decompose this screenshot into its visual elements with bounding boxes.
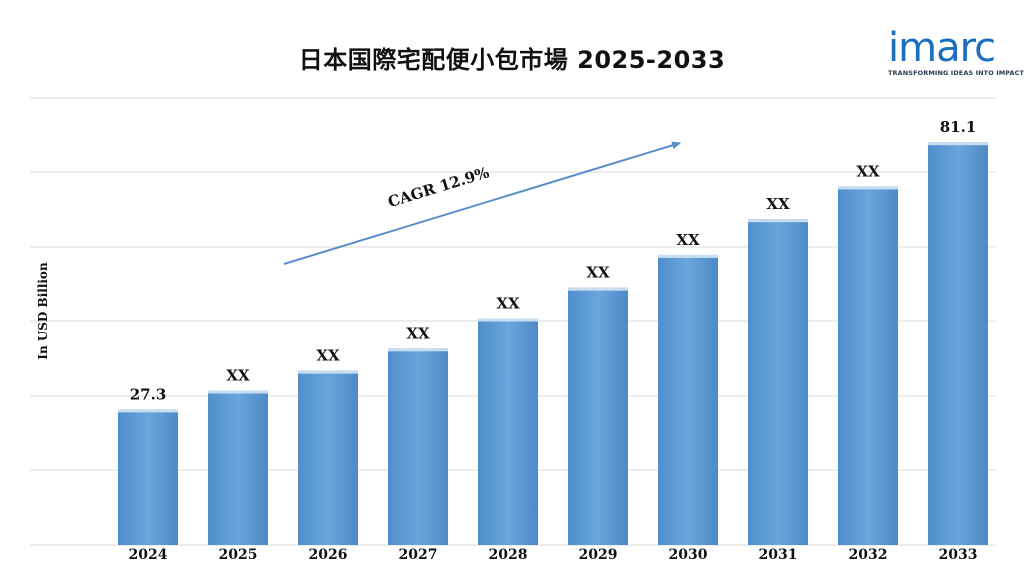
data-label-2025: XX bbox=[226, 367, 250, 385]
data-label-2030: XX bbox=[676, 231, 700, 249]
logo-tagline: TRANSFORMING IDEAS INTO IMPACT bbox=[888, 69, 1024, 77]
bar-body bbox=[658, 254, 718, 546]
y-axis-label: In USD Billion bbox=[36, 262, 50, 360]
data-label-2024: 27.3 bbox=[130, 385, 167, 403]
bar-body bbox=[478, 318, 538, 545]
bar-top-highlight bbox=[118, 409, 178, 413]
bar-body bbox=[208, 390, 268, 545]
bar-top-highlight bbox=[928, 142, 988, 146]
bar-body bbox=[928, 142, 988, 545]
bar-2030 bbox=[658, 254, 718, 546]
x-tick-2031: 2031 bbox=[759, 547, 798, 563]
data-label-2026: XX bbox=[316, 347, 340, 365]
x-tick-2026: 2026 bbox=[309, 547, 348, 563]
bar-body bbox=[568, 287, 628, 545]
data-label-2031: XX bbox=[766, 195, 790, 213]
bar-2031 bbox=[748, 219, 808, 546]
bar-body bbox=[748, 219, 808, 546]
data-label-2027: XX bbox=[406, 324, 430, 342]
bar-top-highlight bbox=[568, 287, 628, 291]
bar-2032 bbox=[838, 186, 898, 545]
data-label-2032: XX bbox=[856, 162, 880, 180]
bar-2028 bbox=[478, 318, 538, 545]
bar-top-highlight bbox=[298, 370, 358, 374]
cagr-annotation: CAGR 12.9% bbox=[386, 163, 492, 211]
data-labels: 27.3 XX XX XX XX XX XX XX XX 81.1 bbox=[130, 118, 977, 403]
bar-2027 bbox=[388, 348, 448, 545]
logo-word: imarc bbox=[888, 25, 996, 71]
bar-2024 bbox=[118, 409, 178, 545]
x-tick-2027: 2027 bbox=[399, 547, 438, 563]
x-tick-2030: 2030 bbox=[669, 547, 708, 563]
bar-top-highlight bbox=[838, 186, 898, 190]
cagr-arrow bbox=[283, 141, 681, 265]
bar-top-highlight bbox=[748, 219, 808, 223]
x-tick-2032: 2032 bbox=[849, 547, 888, 563]
bar-top-highlight bbox=[658, 254, 718, 258]
data-label-2028: XX bbox=[496, 295, 520, 313]
x-tick-2029: 2029 bbox=[579, 547, 618, 563]
bar-body bbox=[838, 186, 898, 545]
bar-top-highlight bbox=[478, 318, 538, 322]
x-tick-2025: 2025 bbox=[219, 547, 258, 563]
bar-2033 bbox=[928, 142, 988, 545]
bar-2029 bbox=[568, 287, 628, 545]
bar-top-highlight bbox=[388, 348, 448, 352]
bar-top-highlight bbox=[208, 390, 268, 394]
imarc-logo: imarc TRANSFORMING IDEAS INTO IMPACT bbox=[888, 25, 1024, 78]
bar-2026 bbox=[298, 370, 358, 545]
x-tick-2024: 2024 bbox=[129, 547, 168, 563]
x-tick-labels: 2024 2025 2026 2027 2028 2029 2030 2031 2032 2033 bbox=[129, 547, 978, 563]
data-label-2029: XX bbox=[586, 264, 610, 282]
x-tick-2033: 2033 bbox=[939, 547, 978, 563]
data-label-2033: 81.1 bbox=[940, 118, 977, 136]
bar-2025 bbox=[208, 390, 268, 545]
bar-body bbox=[388, 348, 448, 545]
chart-title: 日本国際宅配便小包市場 2025-2033 bbox=[298, 46, 726, 74]
bar-body bbox=[298, 370, 358, 545]
x-tick-2028: 2028 bbox=[489, 547, 528, 563]
bars bbox=[118, 142, 988, 546]
bar-body bbox=[118, 409, 178, 545]
